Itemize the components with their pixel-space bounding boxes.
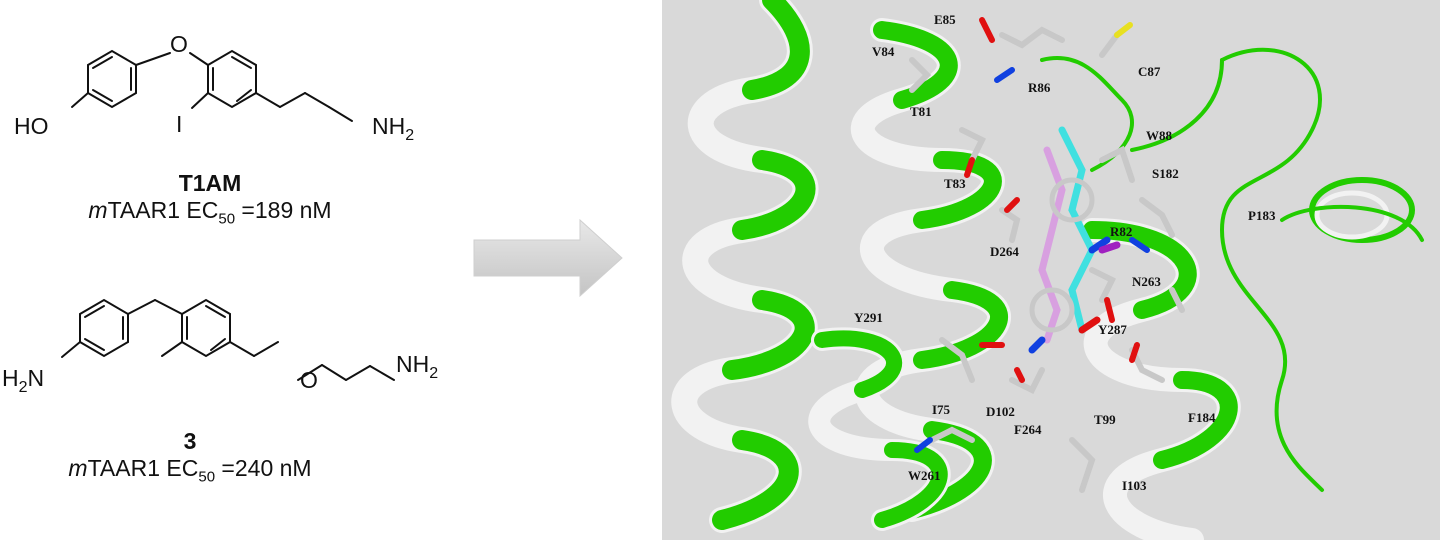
residue-label: R82 xyxy=(1110,224,1132,239)
residue-label: F184 xyxy=(1188,410,1216,425)
cmpd3-methyl-ring xyxy=(181,298,231,358)
cmpd3-h2n-label: H2N xyxy=(2,365,44,396)
residue-label: D264 xyxy=(990,244,1019,259)
residue-label: E85 xyxy=(934,12,956,27)
residue-label: C87 xyxy=(1138,64,1161,79)
cmpd3-ether-o-label: O xyxy=(300,367,318,393)
t1am-iodo-ring xyxy=(207,49,257,109)
residue-label: Y287 xyxy=(1098,322,1127,337)
helix-lower xyxy=(808,327,951,531)
chemical-structures: HO O I NH2 H2N O NH2 xyxy=(2,31,438,396)
ligands xyxy=(1028,126,1121,354)
t1am-phenol-ring xyxy=(87,49,137,109)
t1am-ho-label: HO xyxy=(14,113,49,139)
cmpd3-ec50: mTAAR1 EC50 =240 nM xyxy=(68,455,312,486)
helix-left xyxy=(671,0,819,533)
t1am-name: T1AM xyxy=(178,170,242,196)
protein-model-panel: E85 V84 R86 C87 T81 W88 S182 T83 P183 R8… xyxy=(662,0,1440,540)
residue-label: Y291 xyxy=(854,310,883,325)
t1am-ether-o-label: O xyxy=(170,31,188,57)
residue-label: R86 xyxy=(1028,80,1051,95)
t1am-nh-label: NH2 xyxy=(372,113,414,144)
residue-label: F264 xyxy=(1014,422,1042,437)
right-arrow-icon xyxy=(473,218,623,298)
t1am-caption: T1AM mTAAR1 EC50 =189 nM xyxy=(60,170,360,228)
residue-label: D102 xyxy=(986,404,1015,419)
t1am-iodine-label: I xyxy=(176,111,182,137)
cmpd3-caption: 3 mTAAR1 EC50 =240 nM xyxy=(40,428,340,486)
residue-label: T81 xyxy=(910,104,932,119)
residue-label: I75 xyxy=(932,402,951,417)
side-chains xyxy=(909,17,1185,493)
cmpd3-aniline-ring xyxy=(79,298,129,358)
residue-label: S182 xyxy=(1152,166,1179,181)
protein-ribbon-render: E85 V84 R86 C87 T81 W88 S182 T83 P183 R8… xyxy=(671,0,1424,540)
helix-right xyxy=(1080,218,1241,540)
residue-label: I103 xyxy=(1122,478,1147,493)
residue-label: W88 xyxy=(1146,128,1173,143)
residue-label: T99 xyxy=(1094,412,1116,427)
cmpd3-name: 3 xyxy=(183,428,197,454)
cmpd3-nh-label: NH2 xyxy=(396,351,438,382)
t1am-ec50: mTAAR1 EC50 =189 nM xyxy=(88,197,332,228)
residue-label: V84 xyxy=(872,44,895,59)
residue-label: T83 xyxy=(944,176,966,191)
residue-label: W261 xyxy=(908,468,941,483)
residue-label: P183 xyxy=(1248,208,1276,223)
helix-center xyxy=(850,18,1011,522)
residue-label: N263 xyxy=(1132,274,1161,289)
